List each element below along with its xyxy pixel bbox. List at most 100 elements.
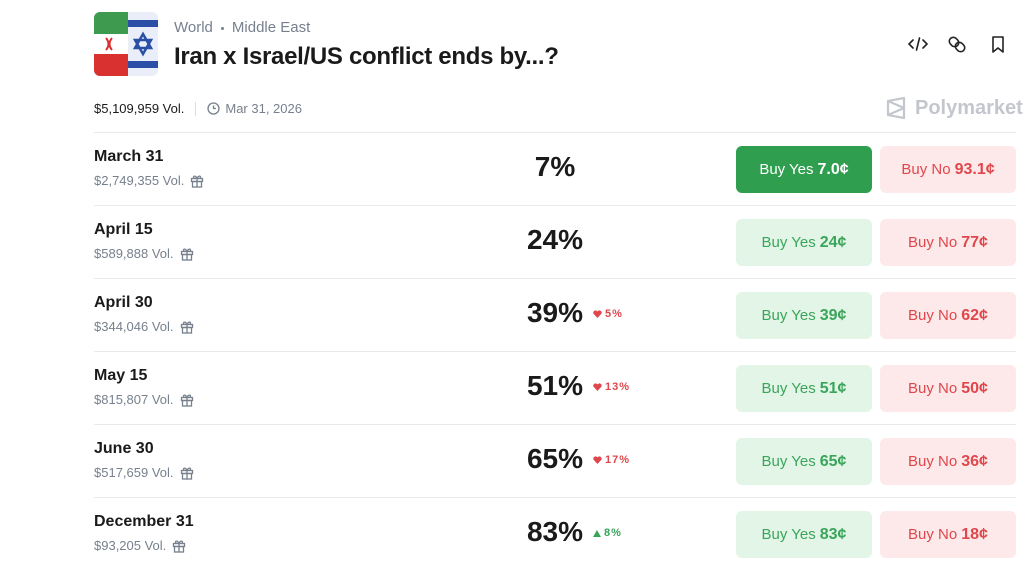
- volume-text: $93,205 Vol.: [94, 538, 167, 553]
- volume-text: $815,807 Vol.: [94, 392, 174, 407]
- down-heart: [593, 310, 602, 318]
- breadcrumb-link[interactable]: World: [174, 19, 213, 36]
- market-name: April 30: [94, 294, 153, 311]
- probability-value: 65%: [526, 443, 584, 474]
- copy-link-button[interactable]: [948, 36, 967, 54]
- gift-icon[interactable]: [190, 174, 204, 188]
- brand-name: Polymarket: [915, 96, 1023, 119]
- button-label: Buy No: [901, 161, 951, 178]
- buy-no-button[interactable]: Buy No 36¢: [880, 438, 1016, 485]
- bookmark-button[interactable]: [992, 36, 1004, 53]
- button-price: 24¢: [819, 233, 847, 251]
- gift-icon[interactable]: [180, 247, 194, 261]
- change-text: 13%: [605, 381, 631, 393]
- buy-no-button[interactable]: Buy No 93.1¢: [880, 146, 1016, 193]
- buy-no-button[interactable]: Buy No 50¢: [880, 365, 1016, 412]
- button-label: Buy Yes: [761, 307, 816, 324]
- up-arrow: [593, 529, 602, 537]
- market-name: December 31: [94, 513, 194, 530]
- button-price: 7.0¢: [817, 160, 849, 178]
- breadcrumb-link[interactable]: Middle East: [231, 19, 311, 36]
- market-row: April 15 $589,888 Vol. 24% Buy Yes 24¢ Buy No…: [94, 205, 1016, 279]
- down-heart: [593, 383, 602, 391]
- gift-icon[interactable]: [180, 320, 194, 334]
- probability-change: 8%: [593, 527, 622, 539]
- button-label: Buy No: [908, 526, 958, 543]
- probability-change: 17%: [593, 454, 630, 466]
- separator: [220, 26, 224, 30]
- change-text: 17%: [605, 454, 631, 466]
- embed-button[interactable]: [908, 37, 929, 51]
- toolbar: [908, 36, 1004, 54]
- brand: Polymarket: [885, 96, 1023, 120]
- button-price: 83¢: [819, 525, 847, 543]
- buy-yes-button[interactable]: Buy Yes 65¢: [736, 438, 872, 485]
- button-label: Buy No: [908, 380, 958, 397]
- end-date: Mar 31, 2026: [207, 101, 302, 116]
- event-meta: $5,109,959 Vol. Mar 31, 2026: [94, 101, 302, 116]
- buy-no-button[interactable]: Buy No 62¢: [880, 292, 1016, 339]
- button-label: Buy Yes: [759, 161, 814, 178]
- buy-yes-button[interactable]: Buy Yes 39¢: [736, 292, 872, 339]
- button-price: 65¢: [819, 452, 847, 470]
- button-label: Buy Yes: [761, 380, 816, 397]
- buy-yes-button[interactable]: Buy Yes 83¢: [736, 511, 872, 558]
- button-label: Buy No: [908, 307, 958, 324]
- button-price: 18¢: [961, 525, 988, 543]
- total-volume: $5,109,959 Vol.: [94, 101, 185, 116]
- button-price: 36¢: [961, 452, 988, 470]
- button-label: Buy Yes: [761, 234, 816, 251]
- gift-icon[interactable]: [180, 466, 194, 480]
- probability: 7%: [535, 151, 575, 183]
- divider: [195, 101, 197, 116]
- market-volume: $589,888 Vol.: [94, 246, 194, 261]
- probability: 24%: [527, 224, 583, 256]
- probability: 51% 13%: [526, 370, 629, 402]
- button-price: 93.1¢: [954, 160, 995, 178]
- probability-value: 39%: [526, 297, 584, 328]
- volume-text: $589,888 Vol.: [94, 246, 174, 261]
- button-price: 62¢: [961, 306, 988, 324]
- button-price: 39¢: [819, 306, 847, 324]
- gift-icon[interactable]: [172, 539, 186, 553]
- event-title: Iran x Israel/US conflict ends by...?: [174, 43, 559, 70]
- probability-change: 13%: [593, 381, 630, 393]
- probability: 83% 8%: [526, 516, 621, 548]
- buy-no-button[interactable]: Buy No 77¢: [880, 219, 1016, 266]
- brand-logo: [886, 96, 906, 120]
- probability-value: 51%: [526, 370, 584, 401]
- button-label: Buy No: [908, 234, 958, 251]
- buy-yes-button[interactable]: Buy Yes 7.0¢: [736, 146, 872, 193]
- probability-value: 24%: [526, 224, 584, 255]
- button-price: 51¢: [819, 379, 847, 397]
- button-label: Buy Yes: [761, 526, 816, 543]
- market-volume: $815,807 Vol.: [94, 392, 194, 407]
- button-label: Buy Yes: [761, 453, 816, 470]
- button-price: 50¢: [961, 379, 988, 397]
- buy-no-button[interactable]: Buy No 18¢: [880, 511, 1016, 558]
- volume-text: $517,659 Vol.: [94, 465, 174, 480]
- market-name: April 15: [94, 221, 153, 238]
- down-heart: [593, 456, 602, 464]
- market-row: May 15 $815,807 Vol. 51% 13% Buy Yes 51¢ Buy N…: [94, 351, 1016, 425]
- probability-value: 7%: [534, 151, 576, 182]
- event-image: [94, 12, 158, 76]
- buy-yes-button[interactable]: Buy Yes 24¢: [736, 219, 872, 266]
- clock-icon: [207, 102, 221, 115]
- probability-value: 83%: [526, 516, 584, 547]
- volume-text: $2,749,355 Vol.: [94, 173, 185, 188]
- market-volume: $2,749,355 Vol.: [94, 173, 204, 188]
- gift-icon[interactable]: [180, 393, 194, 407]
- market-row: June 30 $517,659 Vol. 65% 17% Buy Yes 65¢ Buy …: [94, 424, 1016, 498]
- market-row: April 30 $344,046 Vol. 39% 5% Buy Yes 39¢ Buy …: [94, 278, 1016, 352]
- market-volume: $344,046 Vol.: [94, 319, 194, 334]
- probability: 65% 17%: [526, 443, 629, 475]
- market-name: March 31: [94, 148, 164, 165]
- button-price: 77¢: [961, 233, 988, 251]
- change-text: 5%: [605, 308, 623, 320]
- buy-yes-button[interactable]: Buy Yes 51¢: [736, 365, 872, 412]
- market-name: June 30: [94, 440, 154, 457]
- market-row: December 31 $93,205 Vol. 83% 8% Buy Yes 83¢ Bu…: [94, 497, 1016, 571]
- breadcrumb: World Middle East: [174, 19, 310, 36]
